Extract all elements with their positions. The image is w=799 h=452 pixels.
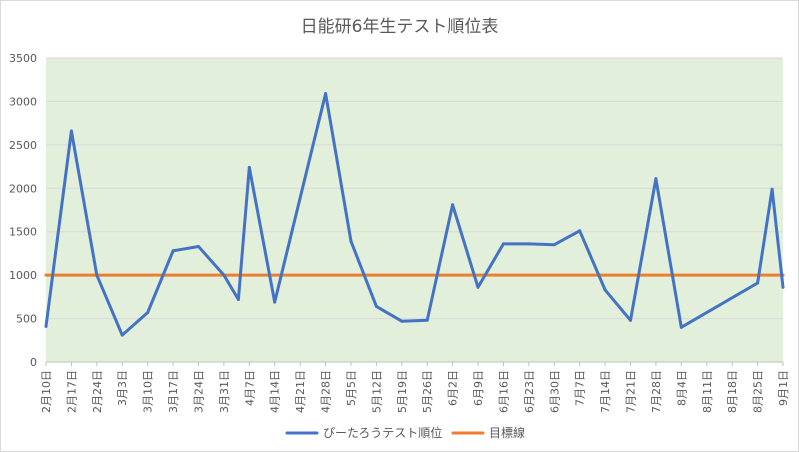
x-tick-label: 8月18日 (726, 370, 739, 413)
x-tick-label: 2月17日 (65, 370, 78, 413)
data-point-0-13 (374, 304, 378, 308)
x-tick-label: 4月21日 (294, 370, 307, 413)
data-point-0-11 (324, 92, 328, 96)
x-tick-label: 6月16日 (497, 370, 510, 413)
x-tick-label: 3月3日 (116, 370, 129, 406)
x-tick-label: 4月7日 (243, 370, 256, 406)
y-axis: 0 500 1000 1500 2000 2500 3000 3500 (9, 52, 37, 369)
data-point-0-21 (578, 229, 582, 233)
x-tick-label: 9月1日 (777, 370, 790, 406)
y-tick-label: 3500 (9, 52, 37, 65)
x-tick-label: 6月2日 (447, 370, 460, 406)
data-point-0-23 (629, 318, 632, 322)
x-tick-label: 4月14日 (269, 370, 282, 413)
data-point-0-14 (400, 319, 404, 323)
x-tick-label: 7月14日 (599, 370, 612, 413)
data-point-0-19 (527, 242, 531, 246)
x-tick-label: 2月10日 (40, 370, 53, 413)
data-point-0-28 (781, 285, 785, 289)
legend-label: 目標線 (489, 425, 525, 440)
x-tick-label: 8月11日 (701, 370, 714, 413)
y-tick-label: 500 (16, 313, 37, 326)
x-tick-label: 6月9日 (472, 370, 485, 406)
x-tick-label: 7月28日 (650, 370, 663, 413)
data-point-1-0 (44, 273, 48, 277)
data-point-0-27 (770, 187, 774, 191)
data-point-0-20 (552, 243, 556, 247)
x-tick-label: 5月12日 (370, 370, 383, 413)
data-point-0-16 (451, 203, 455, 207)
data-point-0-8 (236, 298, 240, 301)
x-tick-label: 7月21日 (625, 370, 638, 413)
data-point-0-1 (69, 129, 73, 133)
legend[interactable]: ぴーたろうテスト順位 目標線 (285, 425, 525, 440)
x-tick-label: 8月4日 (675, 370, 688, 406)
y-tick-label: 1500 (9, 226, 37, 239)
y-tick-label: 2500 (9, 139, 37, 152)
legend-item-1[interactable]: 目標線 (451, 425, 525, 440)
x-tick-label: 3月31日 (218, 370, 231, 413)
data-point-0-0 (44, 324, 48, 328)
data-point-0-9 (247, 165, 251, 169)
y-tick-label: 2000 (9, 182, 37, 195)
x-axis: 2月10日 2月17日 2月24日 3月3日 3月10日 3月17日 3月24日 3月31日 4… (40, 362, 790, 413)
data-point-0-25 (679, 325, 683, 329)
data-point-0-4 (146, 311, 150, 314)
x-tick-label: 2月24日 (91, 370, 104, 413)
data-point-0-17 (476, 285, 480, 289)
data-point-0-2 (95, 273, 99, 277)
data-point-0-24 (654, 177, 658, 181)
data-point-0-22 (603, 288, 607, 292)
x-tick-label: 3月24日 (192, 370, 205, 413)
data-point-0-26 (756, 281, 760, 285)
x-tick-label: 5月19日 (396, 370, 409, 413)
data-point-0-7 (222, 273, 226, 277)
data-point-0-5 (171, 249, 175, 253)
chart-title: 日能研6年生テスト順位表 (301, 17, 499, 37)
data-point-0-15 (425, 318, 429, 322)
x-tick-label: 6月30日 (548, 370, 561, 413)
data-point-0-12 (349, 239, 353, 243)
x-tick-label: 5月5日 (345, 370, 358, 406)
x-tick-label: 3月10日 (142, 370, 155, 413)
y-tick-label: 0 (30, 356, 37, 369)
x-tick-label: 5月26日 (421, 370, 434, 413)
data-point-0-3 (120, 333, 124, 337)
plot-area (46, 58, 783, 362)
y-tick-label: 3000 (9, 95, 37, 108)
x-tick-label: 3月17日 (167, 370, 180, 413)
x-tick-label: 8月25日 (752, 370, 765, 413)
x-tick-label: 7月7日 (574, 370, 587, 406)
data-point-0-6 (197, 245, 200, 248)
gridlines (46, 57, 783, 363)
x-tick-label: 4月28日 (320, 370, 333, 413)
legend-label: ぴーたろうテスト順位 (323, 425, 442, 440)
y-tick-label: 1000 (9, 269, 37, 282)
series-lines (44, 92, 785, 337)
legend-item-0[interactable]: ぴーたろうテスト順位 (285, 425, 442, 440)
data-point-0-10 (273, 300, 277, 304)
x-tick-label: 6月23日 (523, 370, 536, 413)
data-point-0-18 (501, 242, 505, 246)
